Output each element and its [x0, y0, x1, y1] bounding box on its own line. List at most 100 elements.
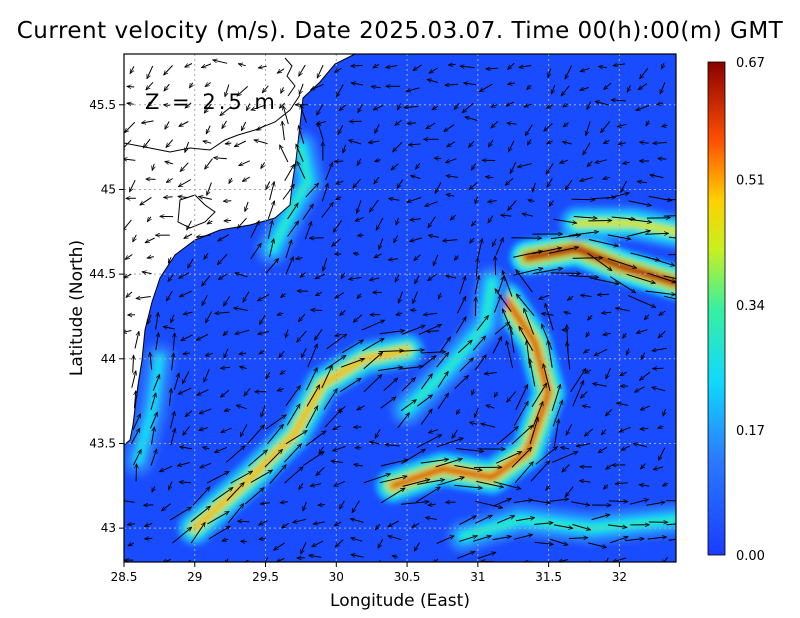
velocity-arrow-690 [571, 501, 590, 505]
velocity-arrow-213 [321, 183, 328, 202]
velocity-arrow-16 [429, 67, 438, 73]
velocity-arrow-232 [124, 219, 132, 231]
velocity-arrow-532 [323, 389, 337, 410]
velocity-arrow-310 [513, 251, 543, 258]
velocity-arrow-286 [607, 234, 631, 239]
velocity-arrow-144 [653, 143, 667, 144]
velocity-arrow-656 [476, 480, 503, 487]
velocity-arrow-166 [517, 163, 532, 168]
velocity-arrow-578 [640, 428, 649, 429]
velocity-arrow-725 [128, 543, 135, 547]
velocity-arrow-520 [635, 386, 645, 393]
velocity-arrow-10 [316, 64, 324, 78]
velocity-arrow-207 [199, 196, 213, 200]
velocity-arrow-393 [423, 313, 438, 315]
velocity-arrow-287 [627, 231, 651, 237]
velocity-arrow-41 [351, 83, 364, 85]
velocity-arrow-66 [279, 102, 286, 108]
velocity-arrow-680 [380, 488, 405, 504]
velocity-arrow-568 [452, 429, 458, 438]
velocity-arrow-45 [427, 79, 438, 83]
velocity-arrow-498 [221, 389, 230, 397]
velocity-arrow-37 [280, 87, 284, 93]
velocity-arrow-696 [127, 524, 135, 525]
velocity-arrow-403 [616, 308, 630, 312]
velocity-arrow-290 [125, 254, 133, 260]
velocity-arrow-189 [411, 176, 421, 180]
velocity-arrow-446 [341, 340, 364, 354]
velocity-arrow-443 [279, 350, 285, 358]
velocity-arrow-238 [237, 217, 247, 228]
velocity-arrow-546 [582, 406, 591, 408]
velocity-arrow-5 [213, 60, 228, 64]
velocity-arrow-249 [450, 214, 457, 220]
velocity-arrow-383 [234, 308, 248, 311]
velocity-arrow-215 [357, 200, 362, 213]
velocity-arrow-693 [629, 499, 648, 505]
velocity-arrow-160 [416, 162, 421, 169]
velocity-arrow-645 [269, 465, 286, 485]
velocity-arrow-60 [164, 105, 170, 106]
velocity-arrow-184 [325, 162, 333, 181]
velocity-arrow-463 [652, 347, 667, 351]
velocity-arrow-248 [428, 216, 436, 228]
velocity-arrow-721 [607, 524, 627, 528]
velocity-arrow-149 [205, 158, 213, 170]
velocity-arrow-154 [296, 144, 304, 162]
velocity-arrow-283 [550, 235, 581, 240]
velocity-arrow-380 [183, 312, 193, 314]
velocity-arrow-103 [426, 122, 436, 129]
velocity-arrow-257 [611, 216, 635, 219]
velocity-arrow-493 [131, 371, 136, 388]
velocity-arrow-528 [236, 405, 247, 410]
velocity-arrow-281 [511, 238, 541, 239]
velocity-arrow-527 [224, 409, 231, 411]
velocity-arrow-20 [508, 62, 515, 69]
velocity-arrow-573 [552, 400, 562, 427]
velocity-arrow-639 [151, 486, 155, 492]
velocity-arrow-128 [349, 140, 362, 145]
velocity-arrow-270 [304, 221, 311, 240]
velocity-arrow-734 [300, 541, 307, 554]
velocity-arrow-665 [639, 485, 650, 487]
velocity-arrow-349 [136, 297, 151, 299]
velocity-arrow-769 [410, 562, 416, 564]
velocity-arrow-479 [420, 356, 436, 368]
velocity-arrow-406 [124, 331, 132, 333]
velocity-arrow-158 [375, 160, 381, 162]
y-axis-title: Latitude (North) [67, 240, 87, 376]
velocity-arrow-647 [299, 483, 304, 489]
velocity-arrow-305 [414, 254, 421, 261]
velocity-arrow-517 [580, 391, 588, 399]
velocity-arrow-632 [562, 464, 570, 473]
velocity-arrow-512 [494, 391, 497, 397]
velocity-arrow-124 [282, 121, 284, 141]
velocity-arrow-419 [379, 331, 405, 335]
velocity-arrow-515 [543, 364, 551, 392]
velocity-arrow-78 [506, 101, 515, 107]
velocity-arrow-65 [251, 104, 265, 110]
velocity-arrow-365 [459, 276, 466, 295]
x-tick-label-4: 30.5 [394, 570, 421, 584]
velocity-arrow-712 [425, 518, 437, 520]
velocity-arrow-108 [525, 124, 533, 136]
velocity-arrow-726 [145, 538, 153, 539]
velocity-arrow-35 [237, 86, 249, 96]
velocity-arrow-210 [269, 182, 275, 201]
velocity-arrow-462 [640, 352, 646, 360]
velocity-arrow-699 [190, 506, 211, 523]
x-tick-label-3: 30 [329, 570, 344, 584]
velocity-arrow-427 [524, 308, 535, 335]
lake-outline [177, 194, 216, 229]
velocity-arrow-689 [549, 499, 569, 501]
velocity-arrow-145 [124, 159, 136, 161]
velocity-arrow-683 [428, 504, 436, 505]
velocity-arrow-455 [510, 325, 515, 353]
velocity-arrow-467 [181, 371, 190, 384]
velocity-arrow-570 [481, 424, 496, 428]
velocity-arrow-617 [284, 444, 301, 463]
velocity-arrow-571 [513, 401, 529, 426]
velocity-arrow-501 [277, 389, 284, 391]
velocity-arrow-452 [457, 340, 472, 354]
velocity-arrow-130 [393, 142, 403, 152]
